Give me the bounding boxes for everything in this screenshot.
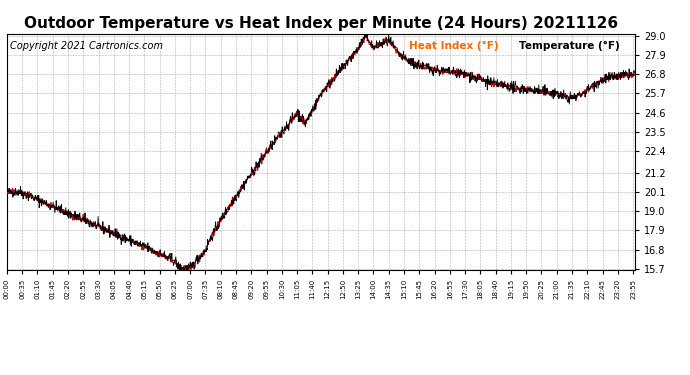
Text: Copyright 2021 Cartronics.com: Copyright 2021 Cartronics.com (10, 41, 163, 51)
Legend: Heat Index (°F), Temperature (°F): Heat Index (°F), Temperature (°F) (409, 41, 620, 51)
Title: Outdoor Temperature vs Heat Index per Minute (24 Hours) 20211126: Outdoor Temperature vs Heat Index per Mi… (23, 16, 618, 31)
